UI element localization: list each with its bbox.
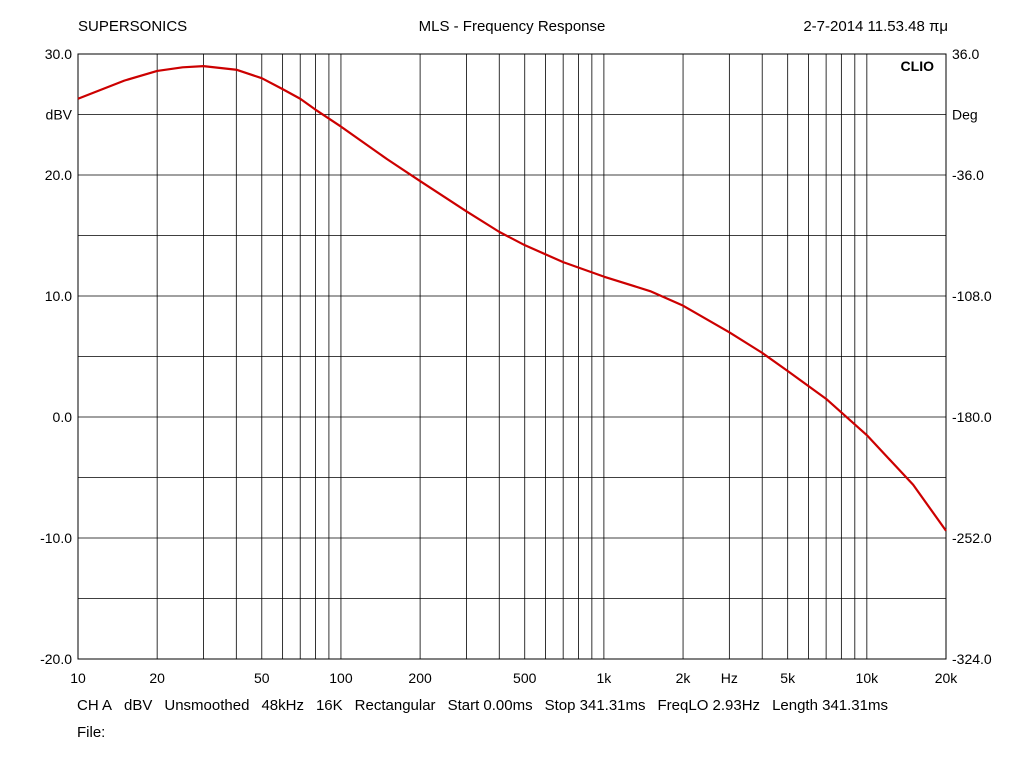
app-name: SUPERSONICS bbox=[78, 18, 188, 35]
setting-item: Unsmoothed bbox=[164, 697, 250, 714]
y-tick-label: -20.0 bbox=[40, 651, 72, 667]
x-tick-label: 2k bbox=[676, 670, 692, 686]
setting-item: Length 341.31ms bbox=[772, 697, 888, 714]
y2-axis-label: Deg bbox=[952, 107, 978, 123]
y-tick-label: 20.0 bbox=[45, 167, 72, 183]
setting-item: CH A bbox=[77, 697, 113, 714]
y-tick-label: -10.0 bbox=[40, 530, 72, 546]
setting-item: Start 0.00ms bbox=[447, 697, 533, 714]
y2-tick-label: -36.0 bbox=[952, 167, 984, 183]
series-line bbox=[77, 65, 947, 532]
plot-frame bbox=[77, 53, 947, 660]
axis-labels: 30.0 20.0 10.0 0.0 -10.0 -20.0 dBV 36.0 -36.0 -10… bbox=[40, 46, 992, 686]
setting-item: Stop 341.31ms bbox=[544, 697, 646, 714]
x-unit-label: Hz bbox=[721, 670, 738, 686]
file-label: File: bbox=[77, 724, 106, 741]
y2-tick-label: -108.0 bbox=[952, 288, 992, 304]
x-tick-label: 100 bbox=[329, 670, 353, 686]
setting-item: Rectangular bbox=[354, 697, 436, 714]
x-tick-label: 10 bbox=[70, 670, 86, 686]
chart-grid bbox=[77, 53, 947, 660]
y2-tick-label: -180.0 bbox=[952, 409, 992, 425]
x-tick-label: 1k bbox=[596, 670, 612, 686]
y2-tick-label: 36.0 bbox=[952, 46, 979, 62]
setting-item: 16K bbox=[315, 697, 343, 714]
chart-title: MLS - Frequency Response bbox=[418, 18, 606, 35]
y2-tick-label: -252.0 bbox=[952, 530, 992, 546]
y-axis-label: dBV bbox=[46, 107, 73, 123]
setting-item: 48kHz bbox=[261, 697, 304, 714]
setting-item: dBV bbox=[124, 697, 153, 714]
measurement-settings: CH A dBV Unsmoothed 48kHz 16K Rectangular Star… bbox=[77, 697, 888, 714]
timestamp: 2-7-2014 11.53.48 πμ bbox=[803, 18, 948, 35]
y2-tick-label: -324.0 bbox=[952, 651, 992, 667]
clio-logo: CLIO bbox=[901, 58, 935, 74]
y-tick-label: 10.0 bbox=[45, 288, 72, 304]
x-tick-label: 20k bbox=[935, 670, 959, 686]
x-tick-label: 10k bbox=[856, 670, 880, 686]
x-tick-label: 500 bbox=[513, 670, 537, 686]
x-tick-label: 50 bbox=[254, 670, 270, 686]
setting-item: FreqLO 2.93Hz bbox=[657, 697, 761, 714]
y-tick-label: 30.0 bbox=[45, 46, 72, 62]
x-tick-label: 20 bbox=[149, 670, 165, 686]
x-tick-label: 200 bbox=[408, 670, 432, 686]
x-tick-label: 5k bbox=[780, 670, 796, 686]
y-tick-label: 0.0 bbox=[53, 409, 73, 425]
